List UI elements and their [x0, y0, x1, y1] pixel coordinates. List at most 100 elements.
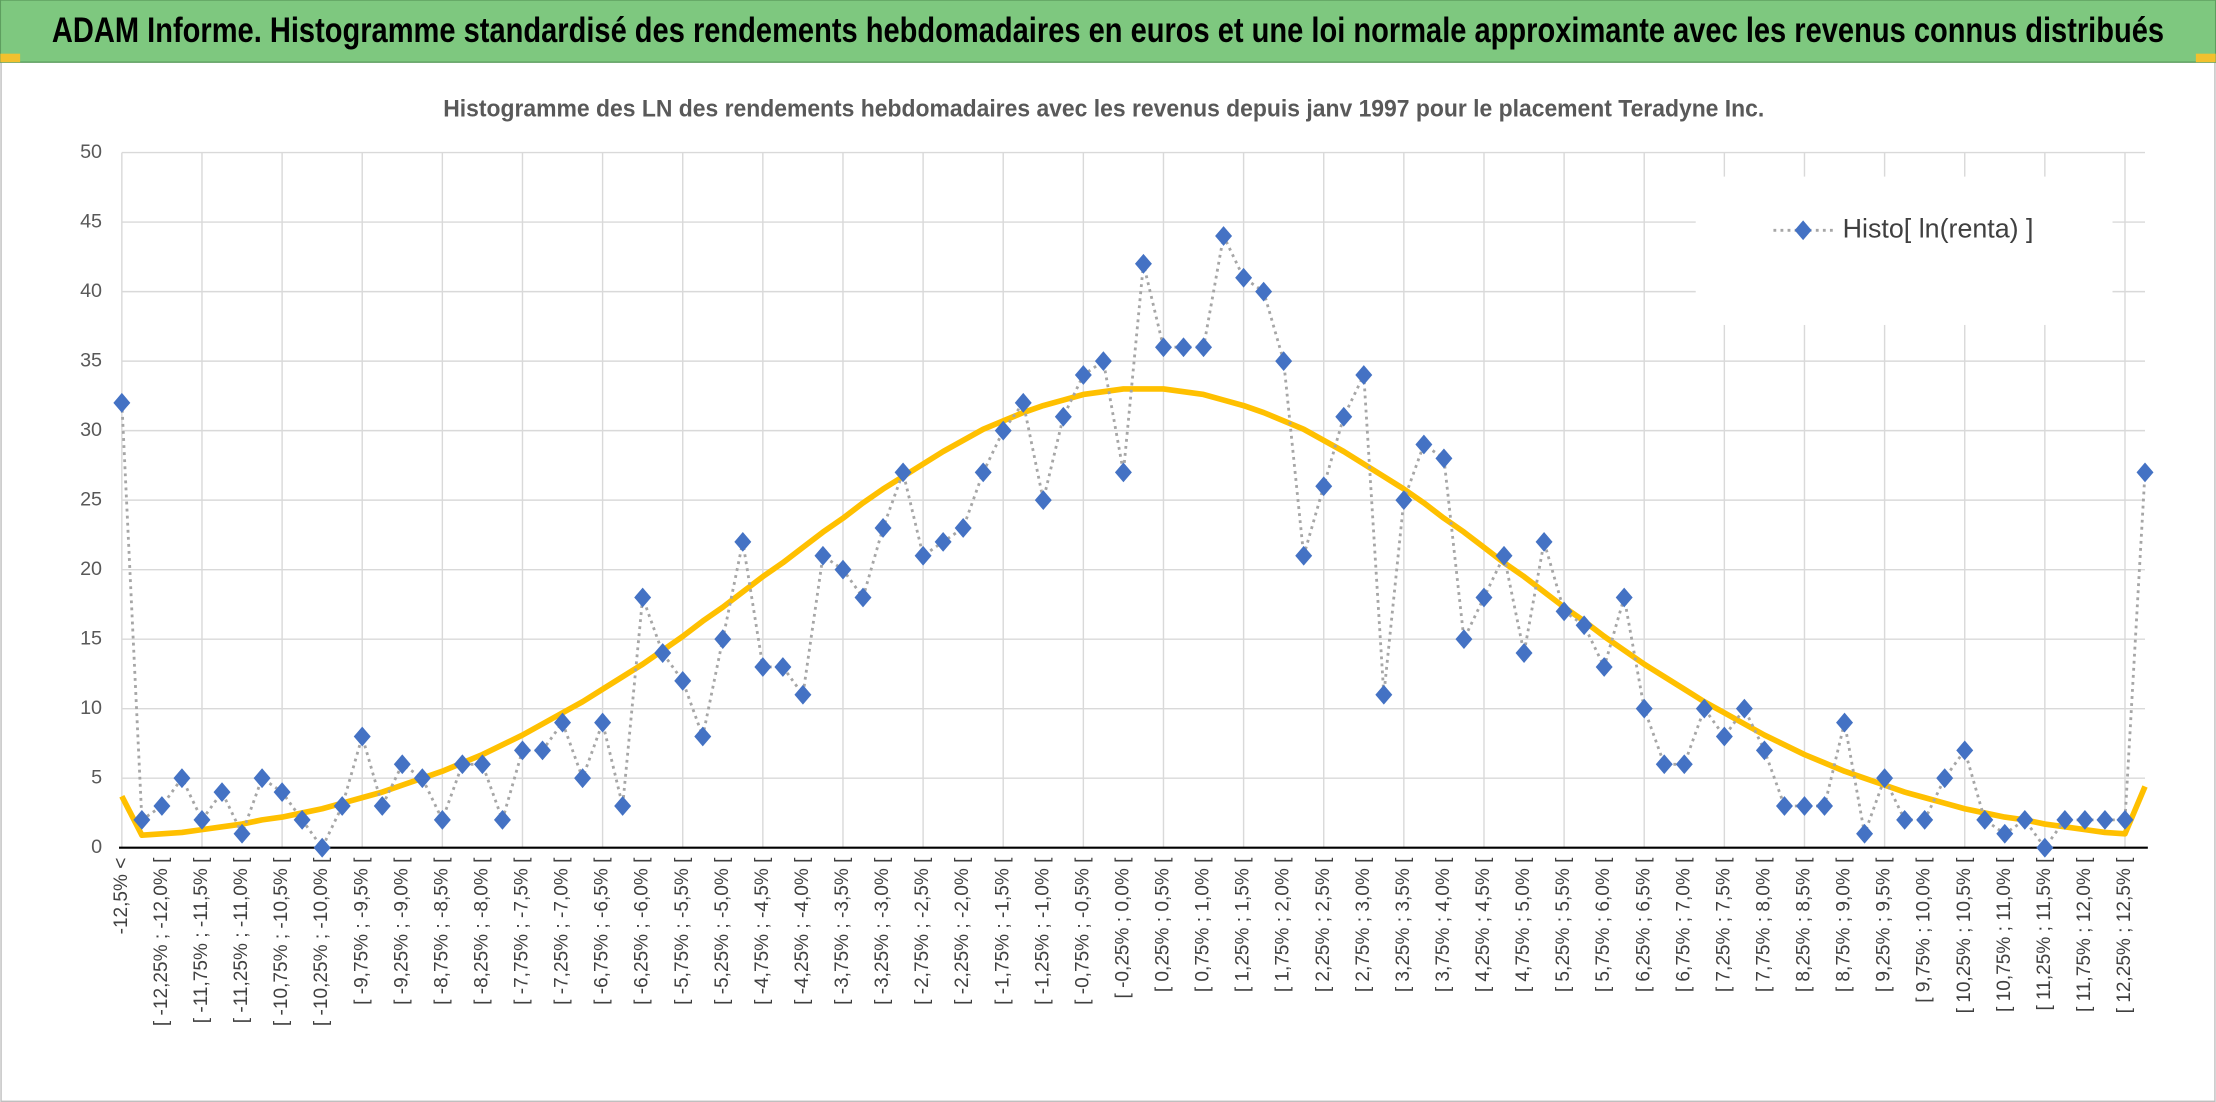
point-marker: [1235, 267, 1253, 288]
x-tick-label: [ -12,25% ; -12,0% [: [151, 857, 172, 1026]
point-marker: [333, 796, 351, 816]
point-marker: [153, 796, 171, 816]
point-marker: [1295, 545, 1313, 566]
x-tick-label: [ 6,25% ; 6,5% [: [1633, 857, 1654, 992]
x-tick-label: [ 3,75% ; 4,0% [: [1433, 857, 1454, 992]
x-tick-label: [ 11,75% ; 12,0% [: [2074, 857, 2095, 1012]
point-marker: [834, 559, 852, 580]
point-marker: [1515, 643, 1533, 663]
point-marker: [1555, 601, 1573, 622]
chart-title: Histogramme des LN des rendements hebdom…: [443, 96, 1764, 123]
point-marker: [513, 740, 531, 761]
point-marker: [814, 545, 832, 566]
x-tick-label: [ 2,75% ; 3,0% [: [1353, 857, 1374, 992]
point-marker: [1836, 712, 1854, 733]
point-marker: [273, 782, 291, 802]
x-tick-label: [ -7,75% ; -7,5% [: [512, 857, 533, 1005]
point-marker: [1355, 365, 1373, 385]
y-tick-label: 30: [80, 419, 102, 441]
point-marker: [1595, 657, 1613, 677]
point-marker: [1535, 531, 1553, 552]
point-marker: [554, 712, 572, 733]
y-tick-label: 35: [80, 349, 102, 371]
point-marker: [2136, 462, 2154, 483]
x-tick-label: [ -4,75% ; -4,5% [: [752, 857, 773, 1005]
point-marker: [2076, 809, 2094, 830]
y-tick-label: 10: [80, 697, 102, 719]
x-tick-label: [ 4,25% ; 4,5% [: [1473, 857, 1494, 992]
point-marker: [373, 796, 391, 816]
point-marker: [1876, 768, 1894, 789]
x-tick-label: [ -11,25% ; -11,0% [: [231, 857, 252, 1023]
x-tick-label: [ 8,75% ; 9,0% [: [1834, 857, 1855, 992]
point-marker: [313, 837, 331, 858]
y-tick-label: 50: [80, 141, 102, 163]
x-tick-label: [ -9,75% ; -9,5% [: [351, 857, 372, 1005]
point-marker: [2036, 837, 2054, 858]
point-marker: [493, 809, 511, 830]
point-marker: [2056, 809, 2074, 830]
y-tick-label: 0: [91, 836, 102, 858]
x-tick-label: [ -4,25% ; -4,0% [: [792, 857, 813, 1005]
point-marker: [253, 768, 271, 789]
point-marker: [1175, 337, 1192, 358]
x-tick-label: [ 1,75% ; 2,0% [: [1273, 857, 1294, 992]
point-marker: [914, 545, 932, 566]
point-marker: [1094, 351, 1112, 372]
point-marker: [2096, 809, 2114, 830]
point-marker: [193, 809, 211, 830]
x-tick-label: [ 10,75% ; 11,0% [: [1994, 857, 2015, 1012]
point-marker: [774, 657, 792, 677]
x-tick-label: [ -1,25% ; -1,0% [: [1032, 857, 1053, 1005]
x-tick-label: [ -2,75% ; -2,5% [: [912, 857, 933, 1005]
point-marker: [1335, 406, 1353, 427]
corner: [2195, 53, 2216, 63]
page-title: ADAM Informe. Histogramme standardisé de…: [52, 11, 2164, 50]
point-marker: [654, 643, 672, 663]
x-tick-label: [ 5,25% ; 5,5% [: [1553, 857, 1574, 992]
x-tick-label: [ 9,75% ; 10,0% [: [1914, 857, 1935, 1003]
x-tick-label: -12,5% <: [111, 858, 132, 935]
x-tick-label: [ -11,75% ; -11,5% [: [191, 857, 212, 1023]
point-marker: [1956, 740, 1974, 761]
x-tick-label: [ -10,75% ; -10,5% [: [271, 857, 292, 1026]
point-marker: [854, 587, 872, 608]
point-marker: [794, 684, 812, 705]
point-marker: [1014, 392, 1032, 413]
corner: [0, 53, 21, 63]
x-tick-label: [ 5,75% ; 6,0% [: [1593, 857, 1614, 992]
point-marker: [433, 809, 451, 830]
y-tick-label: 45: [80, 210, 102, 232]
point-marker: [694, 726, 712, 747]
point-marker: [1896, 809, 1914, 830]
y-tick-label: 20: [80, 558, 102, 580]
x-tick-label: [ -0,75% ; -0,5% [: [1072, 857, 1093, 1005]
point-marker: [173, 768, 191, 789]
x-tick-label: [ 0,75% ; 1,0% [: [1193, 857, 1214, 992]
x-tick-label: [ -3,75% ; -3,5% [: [832, 857, 853, 1005]
x-tick-label: [ -6,75% ; -6,5% [: [592, 857, 613, 1005]
point-marker: [133, 809, 151, 830]
x-tick-label: [ -5,25% ; -5,0% [: [712, 857, 733, 1005]
x-tick-label: [ 0,25% ; 0,5% [: [1153, 857, 1174, 992]
point-marker: [1155, 337, 1172, 358]
point-marker: [934, 531, 952, 552]
x-tick-label: [ -8,25% ; -8,0% [: [471, 857, 492, 1005]
point-marker: [1816, 796, 1833, 816]
legend-label: Histo[ ln(renta) ]: [1843, 213, 2034, 243]
point-marker: [1495, 545, 1513, 566]
x-tick-label: [ -0,25% ; 0,0% [: [1112, 857, 1133, 999]
point-marker: [954, 518, 972, 538]
point-marker: [1635, 698, 1653, 719]
point-marker: [894, 462, 912, 483]
x-tick-label: [ -8,75% ; -8,5% [: [431, 857, 452, 1005]
point-marker: [233, 823, 251, 844]
x-tick-label: [ 9,25% ; 9,5% [: [1874, 857, 1895, 992]
point-marker: [1735, 698, 1753, 719]
point-marker: [2116, 809, 2134, 830]
point-marker: [634, 587, 652, 608]
point-marker: [453, 754, 471, 775]
point-marker: [594, 712, 612, 733]
